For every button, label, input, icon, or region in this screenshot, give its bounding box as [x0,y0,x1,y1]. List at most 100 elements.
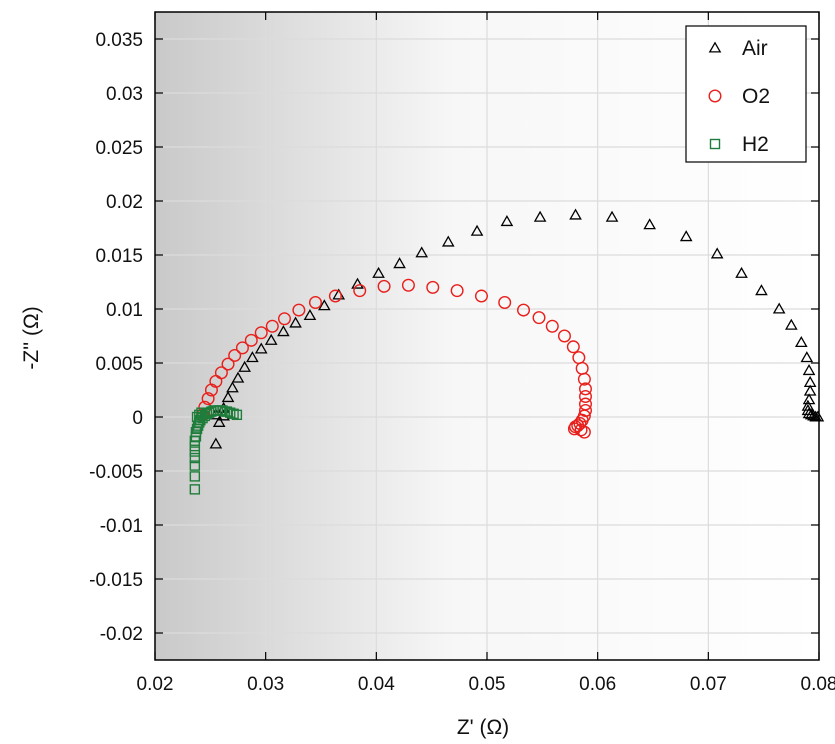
legend-box [685,25,807,163]
o2-point [214,366,228,380]
legend-marker-air [708,41,722,53]
axis-ticks [154,12,820,660]
h2-point [189,446,201,457]
air-point [351,277,364,289]
legend-marker-h2 [709,138,721,150]
h2-point [194,409,205,421]
air-point [533,210,547,222]
o2-point [545,319,559,333]
air-point [289,316,302,328]
o2-point [228,348,242,362]
y-tick-label: -0.01 [100,516,143,537]
y-tick-label: -0.02 [100,624,143,645]
air-point [500,215,514,227]
h2-point [189,484,201,495]
legend-marker-o2 [708,89,722,103]
air-point [246,351,259,363]
o2-point [377,279,391,293]
y-tick-label: 0.025 [95,138,143,159]
air-point [785,318,798,330]
h2-point [189,460,201,471]
air-point [277,325,290,337]
air-point [800,351,814,363]
air-point [470,224,484,236]
y-tick-label: 0 [132,408,143,429]
series-h2 [189,405,243,495]
air-point [226,381,239,393]
o2-point [577,425,591,439]
x-tick-label: 0.08 [801,674,835,695]
o2-point [244,333,258,347]
x-tick-label: 0.02 [137,674,174,695]
x-tick-label: 0.05 [469,674,506,695]
air-point [735,266,748,278]
h2-point [221,406,233,417]
o2-point [328,289,342,303]
x-tick-label: 0.03 [247,674,284,695]
h2-point [231,409,243,421]
y-tick-label: 0.035 [95,30,143,51]
y-tick-label: 0.03 [106,84,143,105]
o2-point [474,289,488,303]
h2-point [196,407,207,418]
o2-point [308,296,322,310]
air-point [303,308,317,321]
air-point [393,257,406,269]
air-point [372,266,385,278]
o2-point [292,303,306,317]
h2-point [189,440,201,452]
x-tick-label: 0.04 [358,674,395,695]
air-point [317,299,331,311]
x-tick-label: 0.06 [579,674,616,695]
x-axis-title: Z' (Ω) [457,716,509,739]
o2-point [265,319,279,333]
air-point [643,218,657,230]
air-point [802,364,816,376]
y-tick-label: -0.005 [89,462,143,483]
air-point [811,410,825,422]
series-air [209,208,825,449]
o2-point [532,311,546,325]
o2-point [566,340,580,354]
o2-point [401,278,415,292]
o2-point [221,357,235,371]
o2-point [426,280,440,294]
legend: Air O2 H2 [685,25,807,163]
h2-point [189,452,201,464]
y-axis-title: -Z'' (Ω) [20,306,43,369]
legend-label-h2: H2 [742,133,769,156]
h2-point [189,471,201,482]
air-point [710,247,724,259]
o2-point [578,389,592,403]
air-point [238,360,251,372]
o2-point [450,284,464,298]
legend-markers [708,41,722,150]
air-point [264,333,278,345]
x-tick-label: 0.07 [690,674,727,695]
air-point [803,384,817,396]
air-point [679,230,693,242]
air-point [212,415,226,427]
legend-label-o2: O2 [742,85,770,108]
tick-labels: 0.02 0.03 0.04 0.05 0.06 0.07 0.08 0.035 0.03 0.0… [89,30,835,695]
data-points [189,208,825,495]
o2-point [498,296,512,310]
air-point [772,302,786,314]
o2-point [235,341,249,355]
air-point [794,335,808,348]
o2-point [557,329,571,343]
y-tick-label: -0.015 [89,570,143,591]
air-point [569,208,582,220]
h2-point [228,408,239,419]
air-point [221,391,235,403]
o2-point [574,423,588,437]
air-point [441,235,455,247]
y-tick-label: 0.015 [95,246,143,267]
air-point [209,437,223,449]
y-tick-label: 0.005 [95,354,143,375]
y-tick-label: 0.02 [106,192,143,213]
o2-point [277,312,291,326]
air-point [755,284,768,296]
